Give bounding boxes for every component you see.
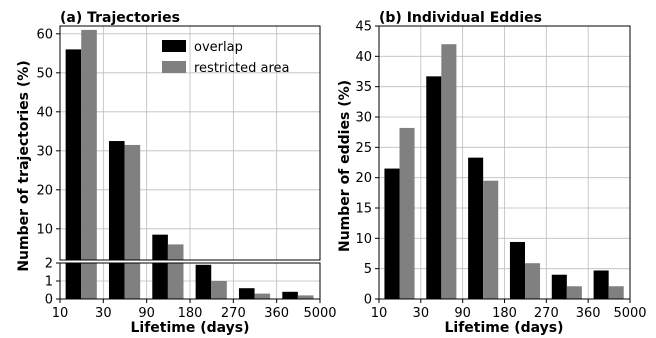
panel-b-ylabel: Number of eddies (%) [337, 80, 353, 252]
bar-overlap-360-5000 [282, 291, 298, 299]
bar-restricted-area-10-30 [81, 263, 97, 299]
y-tick-label: 50 [36, 66, 53, 81]
bar-restricted-area-270-360 [254, 293, 271, 299]
x-tick-label: 180 [178, 306, 203, 321]
bar-overlap-270-360 [238, 288, 255, 299]
x-tick-label: 5000 [303, 306, 336, 321]
legend-label-overlap: overlap [194, 40, 243, 55]
x-tick-label: 360 [264, 306, 289, 321]
x-tick-label: 90 [138, 306, 155, 321]
bar-overlap-30-90 [426, 76, 442, 299]
y-tick-label: 10 [36, 222, 53, 237]
x-tick-label: 270 [221, 306, 246, 321]
panel-a-title: (a) Trajectories [60, 10, 180, 26]
panel-b: (b) Individual Eddies 0 5 10 15 20 25 30 35 40 45… [337, 10, 647, 336]
bar-overlap-10-30 [65, 49, 82, 261]
bar-restricted-area-360-5000 [297, 295, 314, 299]
legend: overlap restricted area [162, 40, 290, 76]
legend-label-restricted-area: restricted area [194, 61, 290, 76]
legend-swatch-restricted-area [162, 61, 186, 73]
y-tick-label: 10 [355, 232, 372, 247]
panel-b-xlabel: Lifetime (days) [444, 320, 563, 336]
bar-overlap-90-180 [152, 263, 168, 299]
x-tick-label: 270 [534, 306, 559, 321]
y-tick-label: 60 [36, 27, 53, 42]
panel-a: (a) Trajectories 10 20 30 40 50 60 0 1 2 10 30 90… [16, 10, 337, 336]
y-tick-label: 5 [364, 262, 372, 277]
y-tick-label: 1 [45, 275, 53, 290]
y-tick-label: 40 [36, 105, 53, 120]
y-tick-label: 30 [355, 111, 372, 126]
bar-overlap-270-360 [551, 274, 567, 299]
y-tick-label: 25 [355, 141, 372, 156]
bar-restricted-area-30-90 [441, 44, 457, 300]
x-tick-label: 30 [413, 306, 430, 321]
y-tick-label: 15 [355, 202, 372, 217]
bar-overlap-180-270 [509, 241, 525, 299]
bar-overlap-30-90 [108, 141, 125, 260]
bar-overlap-90-180 [468, 157, 484, 299]
panel-b-title: (b) Individual Eddies [379, 10, 542, 26]
bar-restricted-area-10-30 [81, 29, 97, 261]
legend-swatch-overlap [162, 40, 186, 52]
y-tick-label: 35 [355, 80, 372, 95]
y-tick-label: 20 [36, 183, 53, 198]
y-tick-label: 0 [45, 293, 53, 308]
bar-restricted-area-30-90 [124, 263, 141, 299]
bar-restricted-area-180-270 [211, 281, 227, 299]
bar-restricted-area-90-180 [483, 180, 499, 299]
y-tick-label: 30 [36, 144, 53, 159]
bar-restricted-area-360-5000 [608, 286, 624, 299]
x-tick-label: 30 [95, 306, 112, 321]
x-tick-label: 10 [371, 306, 388, 321]
bar-overlap-30-90 [108, 263, 125, 299]
y-tick-label: 2 [45, 257, 53, 272]
bar-restricted-area-270-360 [566, 286, 582, 299]
bar-overlap-10-30 [65, 263, 82, 299]
bar-overlap-10-30 [384, 168, 400, 299]
bar-restricted-area-180-270 [524, 263, 541, 299]
x-tick-label: 10 [52, 306, 69, 321]
panel-a-xlabel: Lifetime (days) [130, 320, 249, 336]
x-tick-label: 360 [576, 306, 601, 321]
bar-restricted-area-10-30 [399, 127, 415, 299]
bar-restricted-area-90-180 [167, 263, 184, 299]
bar-restricted-area-90-180 [167, 244, 184, 260]
bar-overlap-360-5000 [593, 270, 609, 299]
bar-overlap-180-270 [195, 264, 212, 299]
y-tick-label: 20 [355, 171, 372, 186]
panel-a-ylabel: Number of trajectories (%) [16, 60, 32, 271]
y-tick-label: 40 [355, 50, 372, 65]
panel-a-upper-frame [59, 25, 321, 261]
x-tick-label: 5000 [613, 306, 646, 321]
y-tick-label: 0 [364, 293, 372, 308]
y-tick-label: 45 [355, 20, 372, 35]
x-tick-label: 180 [492, 306, 517, 321]
bar-overlap-90-180 [152, 234, 168, 260]
bar-restricted-area-30-90 [124, 144, 141, 260]
x-tick-label: 90 [454, 306, 471, 321]
